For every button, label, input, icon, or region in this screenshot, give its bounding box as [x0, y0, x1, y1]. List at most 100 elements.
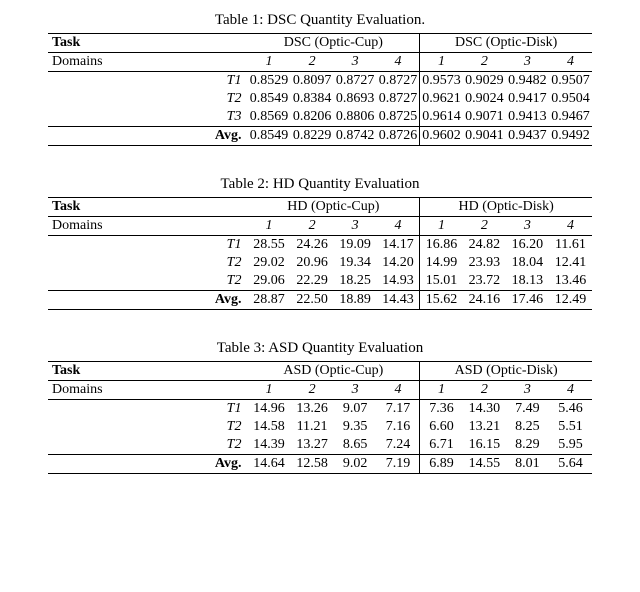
- caption-dsc: Table 1: DSC Quantity Evaluation.: [48, 12, 592, 29]
- cell: 0.8206: [291, 108, 334, 127]
- cell: 23.72: [463, 272, 506, 291]
- row-label: T1: [48, 236, 247, 255]
- cell: 13.27: [291, 436, 334, 455]
- table-asd: Task ASD (Optic-Cup) ASD (Optic-Disk) Do…: [48, 361, 592, 474]
- dom-col: 4: [377, 217, 420, 236]
- header-row-groups: Task DSC (Optic-Cup) DSC (Optic-Disk): [48, 34, 592, 53]
- dom-col: 1: [247, 53, 290, 72]
- cell: 0.8725: [377, 108, 420, 127]
- table-row: T3 0.8569 0.8206 0.8806 0.8725 0.9614 0.…: [48, 108, 592, 127]
- cell: 14.43: [377, 291, 420, 310]
- dom-col: 3: [506, 53, 549, 72]
- cell: 0.8727: [334, 72, 377, 91]
- cell: 0.8529: [247, 72, 290, 91]
- dom-col: 2: [463, 217, 506, 236]
- cell: 13.21: [463, 418, 506, 436]
- cell: 16.20: [506, 236, 549, 255]
- cell: 5.95: [549, 436, 592, 455]
- table-row: T2 14.39 13.27 8.65 7.24 6.71 16.15 8.29…: [48, 436, 592, 455]
- row-label: T2: [48, 436, 247, 455]
- cell: 0.9504: [549, 90, 592, 108]
- domains-label: Domains: [48, 53, 247, 72]
- cell: 0.9417: [506, 90, 549, 108]
- cell: 24.26: [291, 236, 334, 255]
- cell: 7.16: [377, 418, 420, 436]
- cell: 29.06: [247, 272, 290, 291]
- row-label: T1: [48, 72, 247, 91]
- avg-row: Avg. 0.8549 0.8229 0.8742 0.8726 0.9602 …: [48, 127, 592, 146]
- avg-label: Avg.: [48, 291, 247, 310]
- dom-col: 1: [420, 53, 463, 72]
- header-row-domains: Domains 1 2 3 4 1 2 3 4: [48, 53, 592, 72]
- cell: 0.8229: [291, 127, 334, 146]
- cell: 0.9437: [506, 127, 549, 146]
- cell: 22.29: [291, 272, 334, 291]
- hdr-group-b-text: DSC (Optic-Disk): [455, 35, 557, 50]
- cell: 24.16: [463, 291, 506, 310]
- header-row-groups: Task HD (Optic-Cup) HD (Optic-Disk): [48, 198, 592, 217]
- cell: 0.9602: [420, 127, 463, 146]
- cell: 24.82: [463, 236, 506, 255]
- cell: 0.9482: [506, 72, 549, 91]
- cell: 5.46: [549, 400, 592, 419]
- cell: 9.02: [334, 455, 377, 474]
- hdr-task: Task: [48, 198, 247, 217]
- dom-col: 4: [377, 381, 420, 400]
- hdr-group-a: HD (Optic-Cup): [247, 198, 419, 217]
- block-dsc: Table 1: DSC Quantity Evaluation. Task D…: [48, 12, 592, 146]
- cell: 7.24: [377, 436, 420, 455]
- cell: 14.55: [463, 455, 506, 474]
- cell: 11.61: [549, 236, 592, 255]
- table-dsc: Task DSC (Optic-Cup) DSC (Optic-Disk) Do…: [48, 33, 592, 146]
- cell: 6.71: [420, 436, 463, 455]
- cell: 5.64: [549, 455, 592, 474]
- cell: 0.9467: [549, 108, 592, 127]
- cell: 28.87: [247, 291, 290, 310]
- cell: 16.86: [420, 236, 463, 255]
- cell: 14.93: [377, 272, 420, 291]
- domains-label: Domains: [48, 381, 247, 400]
- cell: 14.96: [247, 400, 290, 419]
- caption-asd: Table 3: ASD Quantity Evaluation: [48, 340, 592, 357]
- cell: 6.89: [420, 455, 463, 474]
- cell: 5.51: [549, 418, 592, 436]
- cell: 14.39: [247, 436, 290, 455]
- table-hd: Task HD (Optic-Cup) HD (Optic-Disk) Doma…: [48, 197, 592, 310]
- dom-col: 2: [463, 381, 506, 400]
- cell: 13.46: [549, 272, 592, 291]
- cell: 6.60: [420, 418, 463, 436]
- cell: 22.50: [291, 291, 334, 310]
- cell: 16.15: [463, 436, 506, 455]
- row-label: T2: [48, 254, 247, 272]
- dom-col: 3: [334, 381, 377, 400]
- header-row-domains: Domains 1 2 3 4 1 2 3 4: [48, 381, 592, 400]
- dom-col: 2: [291, 53, 334, 72]
- cell: 14.17: [377, 236, 420, 255]
- cell: 0.8549: [247, 90, 290, 108]
- cell: 0.8569: [247, 108, 290, 127]
- hdr-group-a-text: DSC (Optic-Cup): [284, 35, 383, 50]
- dom-col: 1: [420, 381, 463, 400]
- cell: 0.8727: [377, 72, 420, 91]
- cell: 23.93: [463, 254, 506, 272]
- cell: 0.8693: [334, 90, 377, 108]
- table-row: T2 29.02 20.96 19.34 14.20 14.99 23.93 1…: [48, 254, 592, 272]
- cell: 0.9029: [463, 72, 506, 91]
- cell: 0.8742: [334, 127, 377, 146]
- table-row: T2 14.58 11.21 9.35 7.16 6.60 13.21 8.25…: [48, 418, 592, 436]
- dom-col: 2: [291, 381, 334, 400]
- cell: 15.01: [420, 272, 463, 291]
- cell: 29.02: [247, 254, 290, 272]
- dom-col: 1: [247, 217, 290, 236]
- dom-col: 3: [506, 217, 549, 236]
- cell: 0.9413: [506, 108, 549, 127]
- row-label: T3: [48, 108, 247, 127]
- page: Table 1: DSC Quantity Evaluation. Task D…: [0, 0, 640, 528]
- cell: 8.01: [506, 455, 549, 474]
- cell: 14.20: [377, 254, 420, 272]
- dom-col: 3: [334, 53, 377, 72]
- cell: 14.30: [463, 400, 506, 419]
- cell: 7.49: [506, 400, 549, 419]
- dom-col: 3: [334, 217, 377, 236]
- hdr-group-b: DSC (Optic-Disk): [420, 34, 592, 53]
